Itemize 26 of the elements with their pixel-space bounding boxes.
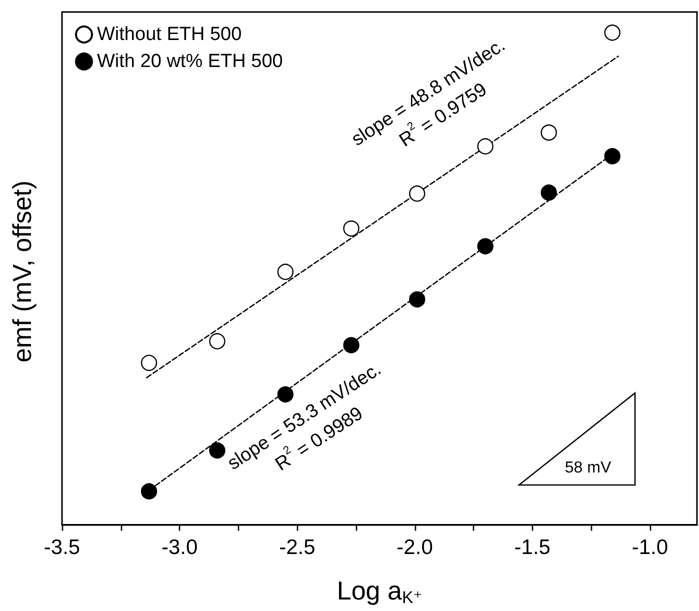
point	[477, 238, 494, 254]
point	[277, 386, 294, 402]
point	[343, 337, 360, 354]
point	[604, 24, 620, 41]
legend-label: With 20 wt% ETH 500	[97, 51, 283, 72]
x-tick-label: -3.5	[44, 536, 80, 559]
x-tick-label: -1.5	[514, 536, 550, 559]
point	[140, 483, 158, 500]
point	[343, 220, 360, 237]
x-tick-label: -2.5	[279, 536, 316, 559]
point	[540, 184, 557, 201]
x-tick-label: -3.0	[162, 536, 198, 559]
annotation: 58 mV	[564, 460, 612, 476]
point	[409, 186, 426, 202]
point	[209, 333, 226, 350]
point	[477, 138, 494, 154]
point	[540, 124, 557, 141]
point	[209, 442, 226, 459]
point	[140, 354, 158, 371]
y-axis-title: emf (mV, offset)	[7, 180, 37, 363]
legend-label: Without ETH 500	[97, 24, 242, 45]
point	[277, 264, 294, 280]
x-tick-label: -1.0	[632, 536, 668, 559]
point	[409, 291, 426, 308]
x-tick-label: -2.0	[396, 536, 433, 559]
point	[604, 148, 620, 164]
